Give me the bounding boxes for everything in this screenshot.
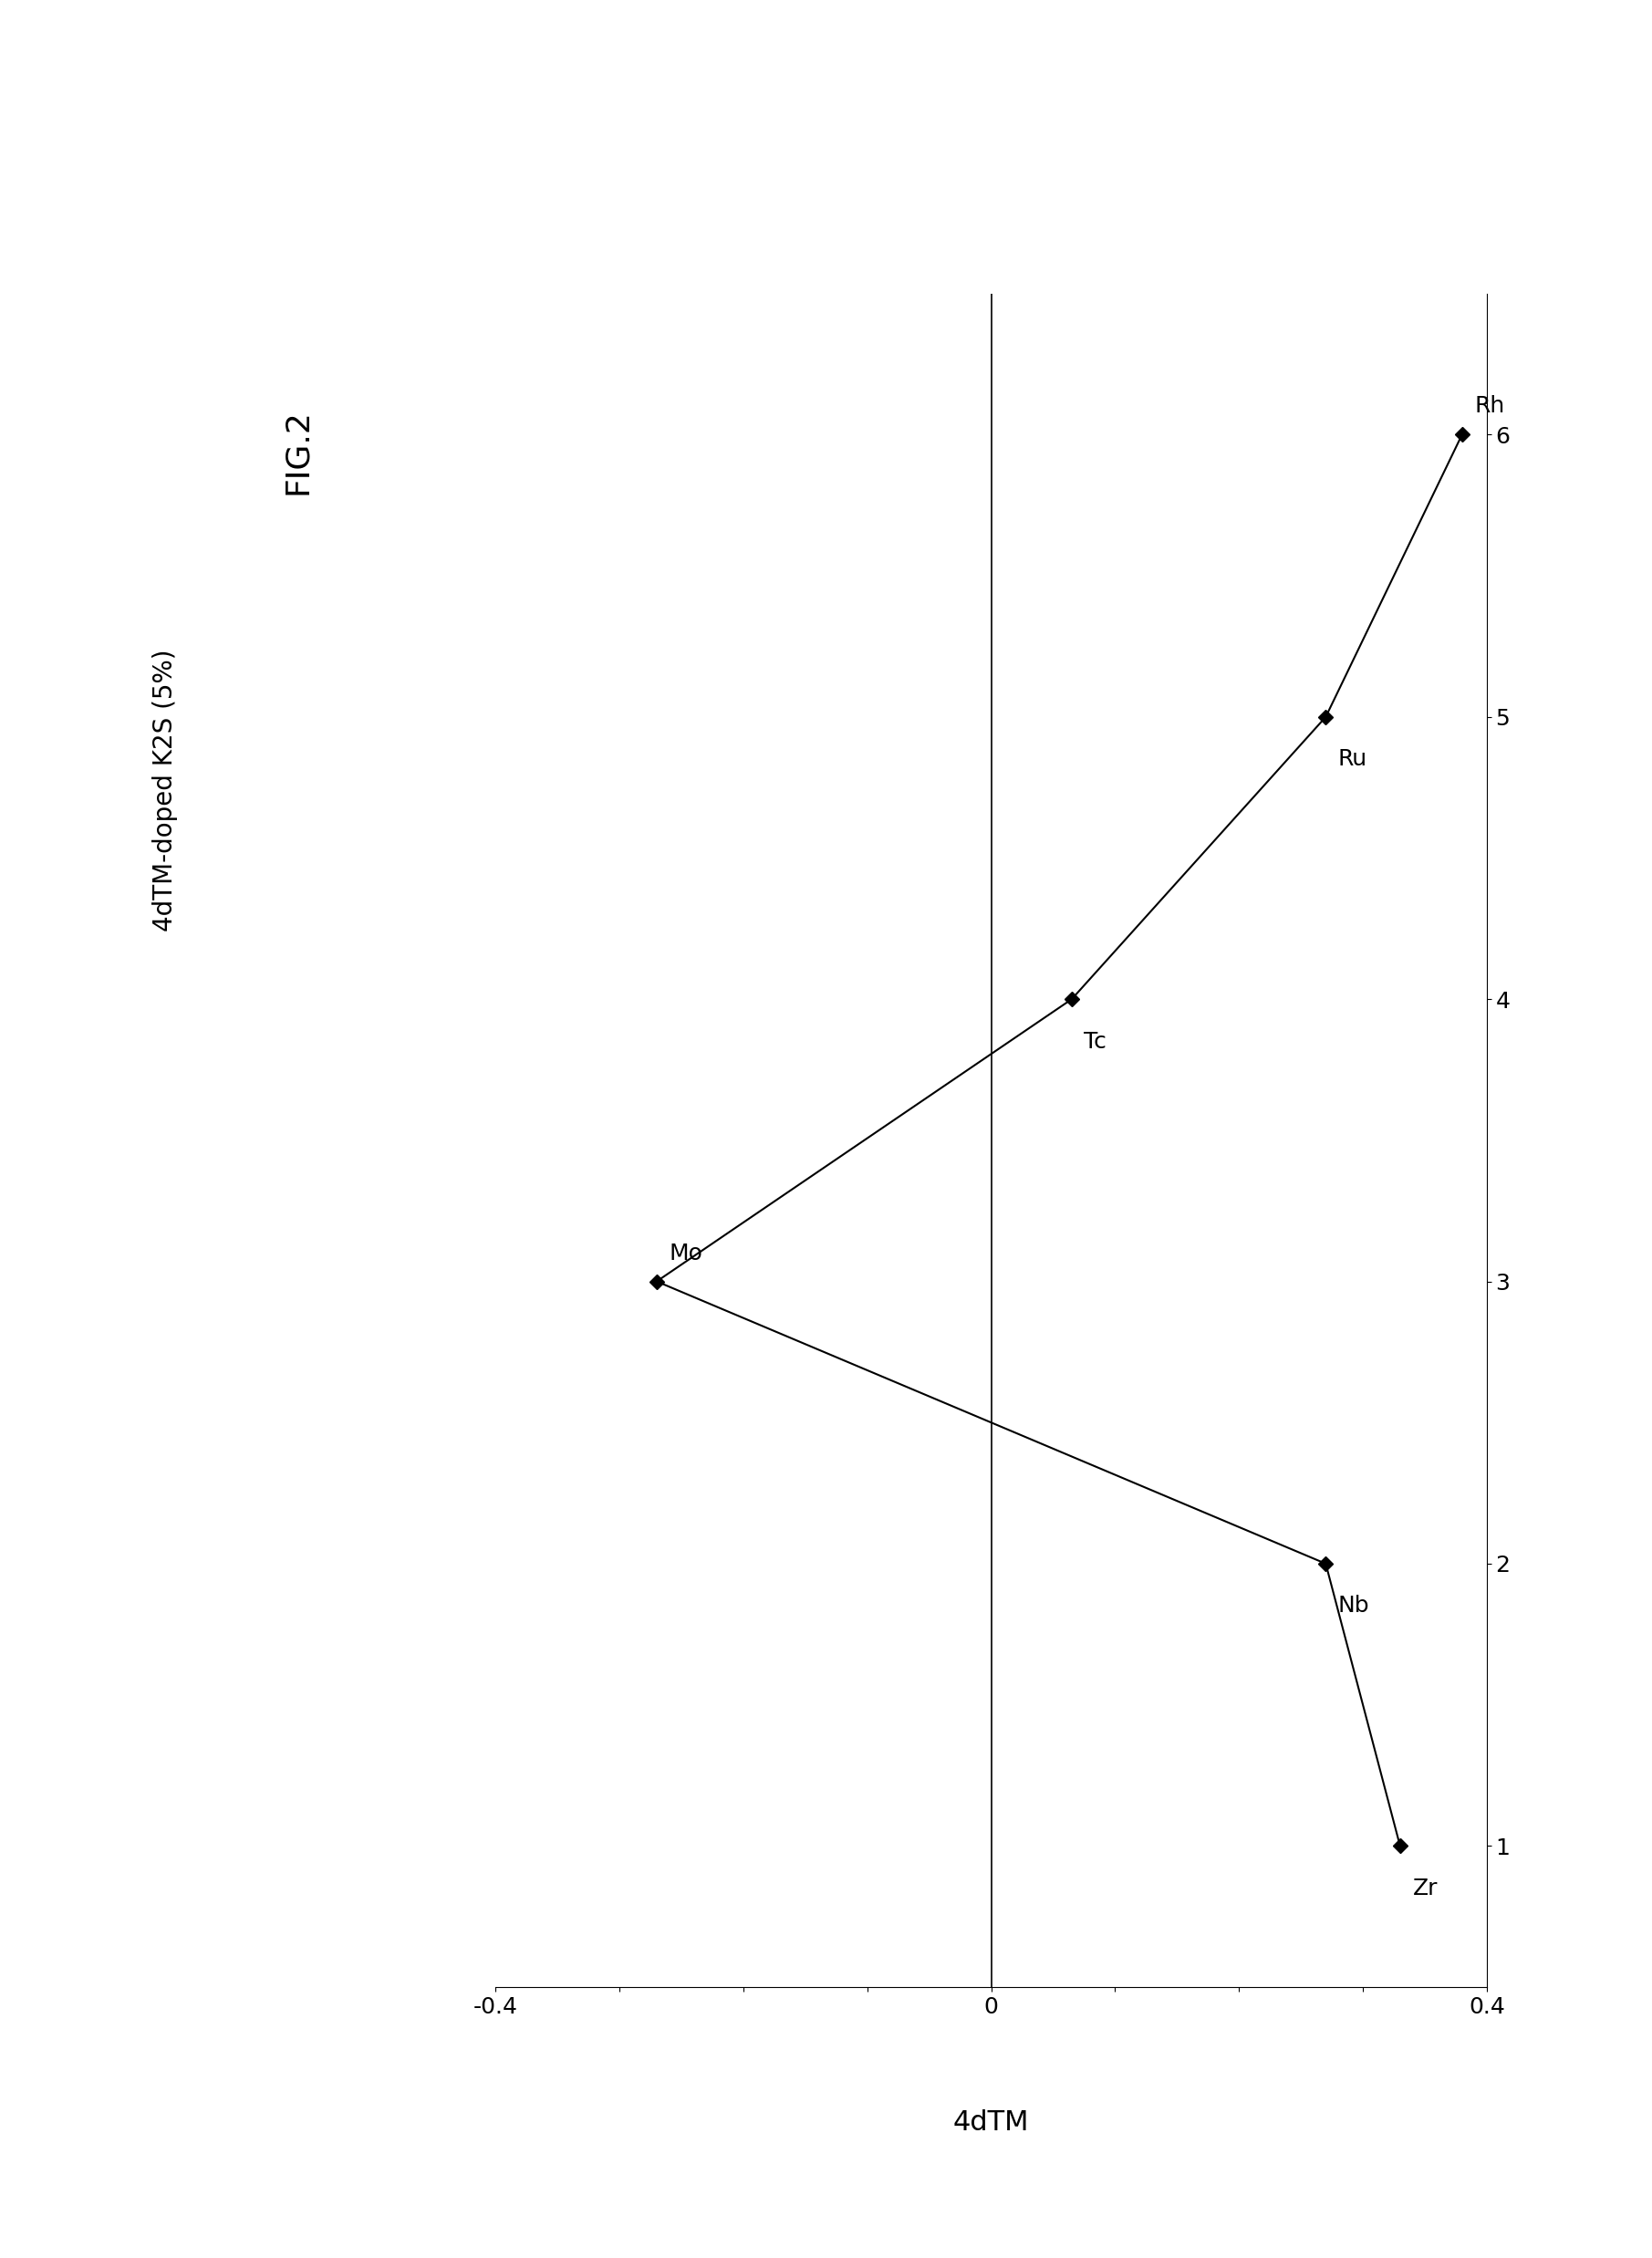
Text: Tc: Tc — [1084, 1030, 1107, 1052]
Text: 4dTM-doped K2S (5%): 4dTM-doped K2S (5%) — [152, 648, 178, 933]
Text: 4dTM: 4dTM — [953, 2109, 1029, 2136]
Text: Zr: Zr — [1412, 1876, 1437, 1899]
Text: Rh: Rh — [1475, 395, 1505, 418]
Text: Mo: Mo — [669, 1242, 702, 1264]
Text: Ru: Ru — [1338, 747, 1368, 770]
Text: Nb: Nb — [1338, 1594, 1370, 1617]
Text: FIG.2: FIG.2 — [282, 409, 312, 495]
